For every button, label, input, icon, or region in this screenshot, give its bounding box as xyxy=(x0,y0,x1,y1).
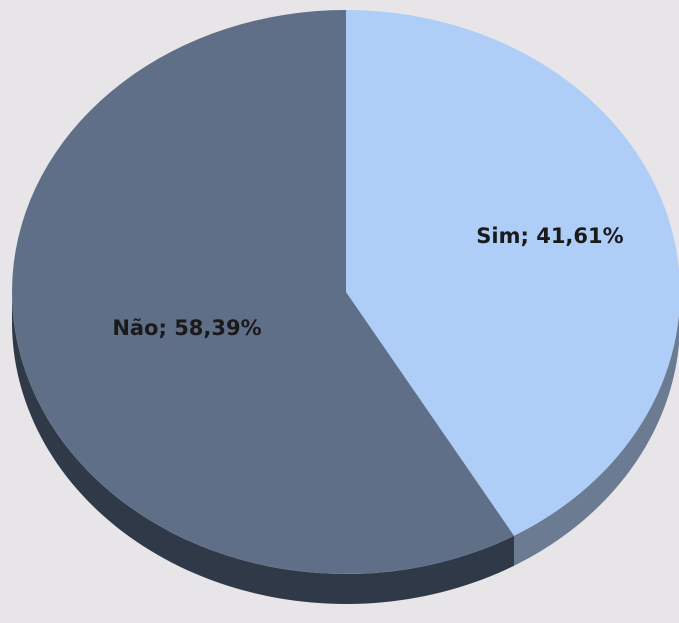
pie-slice xyxy=(346,10,679,536)
data-label: Não; 58,39% xyxy=(112,316,261,340)
pie-slice-side xyxy=(12,292,515,604)
data-label: Sim; 41,61% xyxy=(476,224,623,248)
pie-slice-side xyxy=(514,313,679,566)
pie-slice xyxy=(12,10,515,574)
